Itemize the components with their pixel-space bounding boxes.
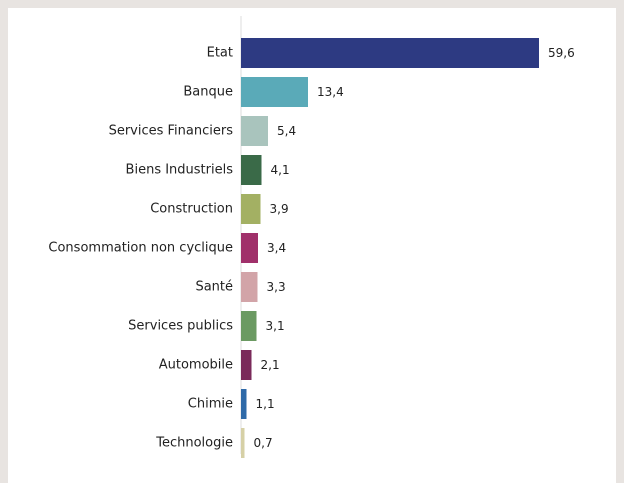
value-label: 3,3	[267, 280, 286, 294]
category-label: Etat	[207, 46, 233, 61]
value-label: 3,9	[270, 202, 289, 216]
bar	[241, 389, 247, 419]
category-label: Services Financiers	[109, 124, 234, 139]
value-label: 0,7	[254, 436, 273, 450]
value-label: 4,1	[271, 163, 290, 177]
bar	[241, 116, 268, 146]
chart-panel: Etat 59,6 Banque 13,4 Services Financiers 5,4…	[8, 8, 616, 483]
bar	[241, 155, 262, 185]
value-label: 3,1	[266, 319, 285, 333]
value-label: 59,6	[548, 46, 575, 60]
category-label: Technologie	[155, 436, 233, 451]
bar-chart: Etat 59,6 Banque 13,4 Services Financiers 5,4…	[48, 16, 575, 458]
category-label: Chimie	[188, 397, 233, 412]
bar	[241, 77, 308, 107]
category-label: Services publics	[128, 319, 233, 334]
bar	[241, 311, 257, 341]
category-label: Consommation non cyclique	[48, 241, 233, 256]
bar	[241, 233, 258, 263]
category-label: Banque	[183, 85, 233, 100]
bar	[241, 272, 258, 302]
category-label: Biens Industriels	[126, 163, 234, 178]
value-label: 2,1	[261, 358, 280, 372]
value-label: 3,4	[267, 241, 286, 255]
bar	[241, 194, 261, 224]
bar	[241, 38, 539, 68]
bar	[241, 350, 252, 380]
bar	[241, 428, 245, 458]
category-label: Automobile	[159, 358, 233, 373]
value-label: 1,1	[256, 397, 275, 411]
category-label: Construction	[150, 202, 233, 217]
value-label: 13,4	[317, 85, 344, 99]
value-label: 5,4	[277, 124, 296, 138]
category-label: Santé	[195, 280, 233, 295]
